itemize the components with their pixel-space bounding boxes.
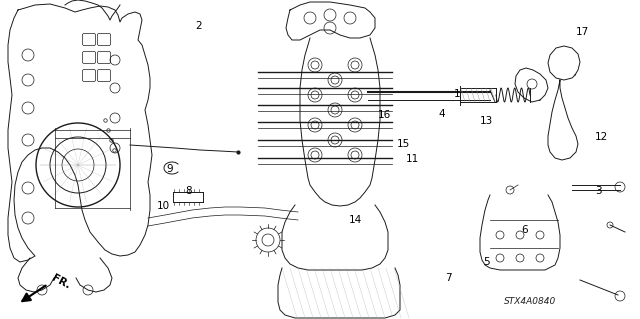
Text: 11: 11 — [406, 154, 419, 165]
Text: STX4A0840: STX4A0840 — [504, 298, 556, 307]
Text: 16: 16 — [378, 110, 390, 120]
Text: FR.: FR. — [50, 273, 72, 291]
Text: 9: 9 — [166, 164, 173, 174]
Text: 4: 4 — [438, 109, 445, 119]
Text: 1: 1 — [454, 89, 461, 99]
Text: 15: 15 — [397, 138, 410, 149]
Text: 17: 17 — [576, 27, 589, 37]
Text: 12: 12 — [595, 132, 608, 142]
Text: 14: 14 — [349, 215, 362, 225]
Text: 7: 7 — [445, 272, 451, 283]
Text: 3: 3 — [595, 186, 602, 197]
Text: 6: 6 — [522, 225, 528, 235]
Text: 5: 5 — [483, 256, 490, 267]
Text: 13: 13 — [480, 116, 493, 126]
Text: 2: 2 — [195, 21, 202, 31]
Text: 10: 10 — [157, 201, 170, 211]
Text: 8: 8 — [186, 186, 192, 197]
